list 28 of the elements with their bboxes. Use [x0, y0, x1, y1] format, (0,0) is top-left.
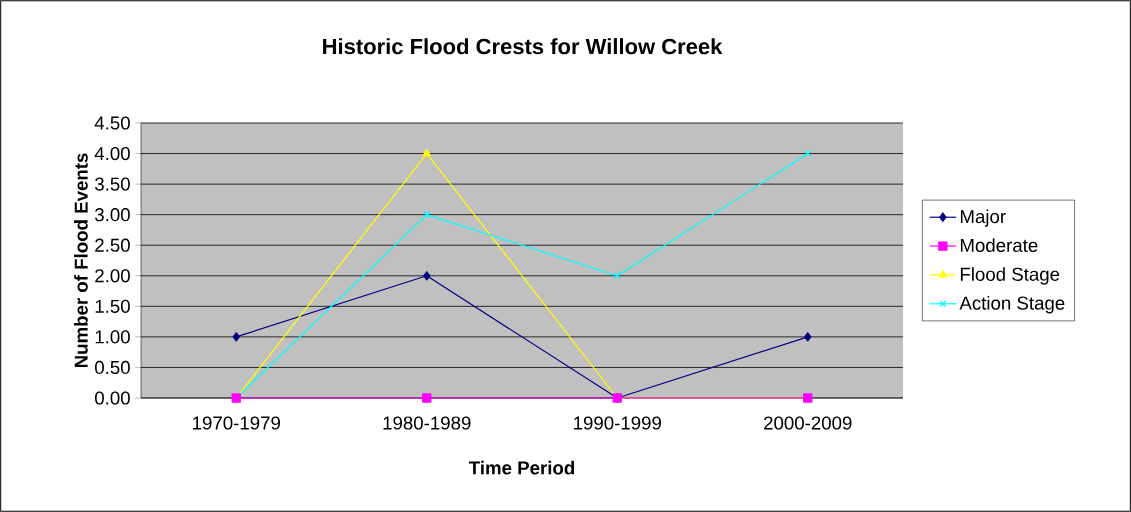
x-tick-label: 1990-1999 — [574, 416, 661, 430]
point — [423, 211, 431, 219]
x-tick-label: 2000-2009 — [764, 416, 852, 430]
legend-label: Moderate — [960, 238, 1038, 253]
y-tick-label: 2.00 — [95, 269, 130, 283]
point — [423, 271, 431, 281]
legend-label: Flood Stage — [960, 267, 1060, 285]
legend-label: Major — [960, 209, 1006, 227]
y-tick-label: 0.50 — [95, 360, 130, 375]
point — [422, 393, 432, 403]
x-axis-title: Time Period — [468, 460, 575, 475]
y-tick-label: 1.00 — [95, 330, 130, 344]
point — [804, 332, 812, 342]
legend-label: Action Stage — [959, 296, 1065, 314]
y-tick-label: 4.00 — [94, 146, 130, 161]
y-axis-title: Number of Flood Events — [74, 153, 88, 368]
y-tick-label: 0.00 — [95, 391, 130, 405]
y-tick-label: 4.50 — [94, 116, 130, 130]
point — [232, 332, 240, 342]
y-tick-label: 1.50 — [95, 299, 130, 313]
chart-title: Historic Flood Crests for Willow Creek — [323, 38, 723, 55]
x-tick-label: 1970-1979 — [193, 416, 280, 430]
point — [804, 150, 812, 158]
y-tick-label: 2.50 — [95, 238, 130, 252]
x-tick-label: 1980-1989 — [383, 416, 471, 430]
y-tick-label: 3.00 — [94, 208, 130, 222]
point — [422, 148, 431, 157]
y-tick-label: 3.50 — [94, 177, 130, 191]
